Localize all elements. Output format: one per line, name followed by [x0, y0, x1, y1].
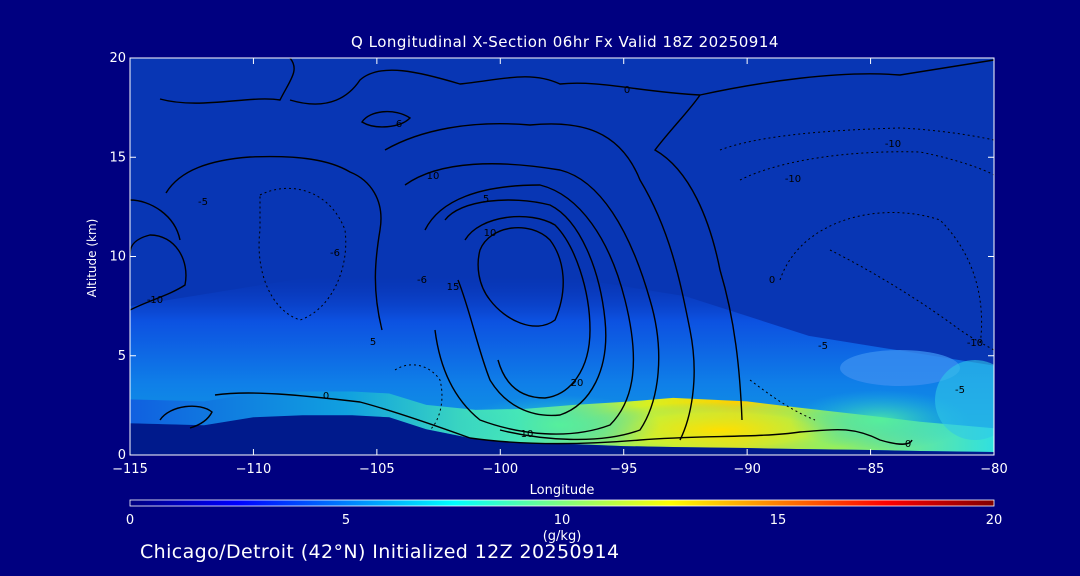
- x-tick-label: −80: [980, 462, 1007, 477]
- contour-label: 15: [447, 282, 460, 293]
- moist-core: [460, 395, 660, 455]
- contour-label: 6: [396, 119, 402, 130]
- contour-line: [424, 184, 635, 435]
- colorbar: 0 5 10 15 20 (g/kg): [126, 499, 1002, 544]
- contour-label: -10: [885, 139, 901, 150]
- contour-label: 5: [370, 337, 376, 348]
- y-axis-label: Altitude (km): [85, 219, 99, 298]
- contour-lines: [130, 58, 994, 445]
- y-tick-label: 15: [109, 150, 126, 165]
- y-tick-label: 0: [118, 448, 126, 463]
- y-axis: 0 5 10 15 20: [109, 51, 994, 463]
- moist-core: [790, 390, 970, 450]
- contour-line: [394, 364, 443, 431]
- x-tick-label: −115: [112, 462, 148, 477]
- moist-core: [840, 350, 960, 386]
- contour-label: -10: [967, 338, 983, 349]
- terrain: [130, 415, 994, 455]
- x-tick-label: −90: [733, 462, 760, 477]
- x-axis-label: Longitude: [530, 483, 595, 498]
- contour-label: -5: [818, 341, 828, 352]
- contour-label: 5: [483, 194, 489, 205]
- contour-line: [214, 392, 471, 439]
- contour-lines-dashed: [258, 127, 994, 431]
- contour-labels: -10 -10 -10 -6 -6 -10 6 10 0 -5 5 10 15 5 20 10 -5 0 0 0 -5: [147, 85, 983, 450]
- contour-label: -6: [417, 275, 427, 286]
- colorbar-unit-label: (g/kg): [543, 529, 582, 544]
- contour-label: -5: [955, 385, 965, 396]
- contour-line: [289, 59, 994, 105]
- contour-line: [384, 123, 695, 441]
- contour-line: [829, 249, 994, 351]
- contour-line: [749, 379, 816, 421]
- x-tick-label: −105: [359, 462, 395, 477]
- contour-label: 0: [624, 85, 630, 96]
- colorbar-ticks: 0 5 10 15 20: [126, 513, 1002, 528]
- x-tick-label: −110: [236, 462, 272, 477]
- contour-line: [719, 127, 994, 151]
- contour-label: 20: [571, 378, 584, 389]
- contour-label: -10: [147, 295, 163, 306]
- colorbar-bar: [129, 499, 995, 507]
- chart-title: Q Longitudinal X-Section 06hr Fx Valid 1…: [351, 33, 779, 51]
- contour-line: [404, 163, 660, 441]
- contour-line: [653, 94, 743, 421]
- colorbar-tick-label: 0: [126, 513, 134, 528]
- contour-label: -10: [785, 174, 801, 185]
- contour-line: [159, 405, 213, 429]
- contour-line: [159, 58, 295, 104]
- contour-line: [165, 155, 383, 331]
- contour-line: [469, 428, 913, 445]
- y-tick-label: 10: [109, 250, 126, 265]
- contour-label: 0: [769, 275, 775, 286]
- contour-label: 0: [905, 439, 911, 450]
- x-tick-label: −85: [857, 462, 884, 477]
- contour-line: [444, 199, 607, 417]
- contour-line: [464, 215, 591, 399]
- contour-label: 0: [323, 391, 329, 402]
- contour-label: 10: [521, 429, 534, 440]
- contour-label: 10: [484, 228, 497, 239]
- moisture-field: -10 -10 -10 -6 -6 -10 6 10 0 -5 5 10 15 5 20 10 -5 0 0 0 -5: [130, 58, 994, 455]
- moist-core: [935, 360, 994, 440]
- y-tick-label: 5: [118, 349, 126, 364]
- colorbar-tick-label: 20: [986, 513, 1003, 528]
- contour-line: [477, 226, 564, 327]
- contour-label: 10: [427, 171, 440, 182]
- contour-line: [361, 111, 412, 128]
- colorbar-tick-label: 5: [342, 513, 350, 528]
- colorbar-tick-label: 10: [554, 513, 571, 528]
- x-tick-label: −95: [610, 462, 637, 477]
- contour-line: [130, 199, 181, 241]
- colorbar-tick-label: 15: [770, 513, 787, 528]
- contour-line: [779, 212, 983, 346]
- contour-line: [130, 234, 187, 311]
- x-axis: −115 −110 −105 −100 −95 −90 −85 −80: [112, 58, 1008, 477]
- footer-caption: Chicago/Detroit (42°N) Initialized 12Z 2…: [140, 541, 620, 563]
- contour-label: -5: [198, 197, 208, 208]
- contour-line: [258, 187, 347, 321]
- contour-line: [739, 151, 994, 181]
- y-tick-label: 20: [109, 51, 126, 66]
- contour-label: -6: [330, 248, 340, 259]
- x-tick-label: −100: [482, 462, 518, 477]
